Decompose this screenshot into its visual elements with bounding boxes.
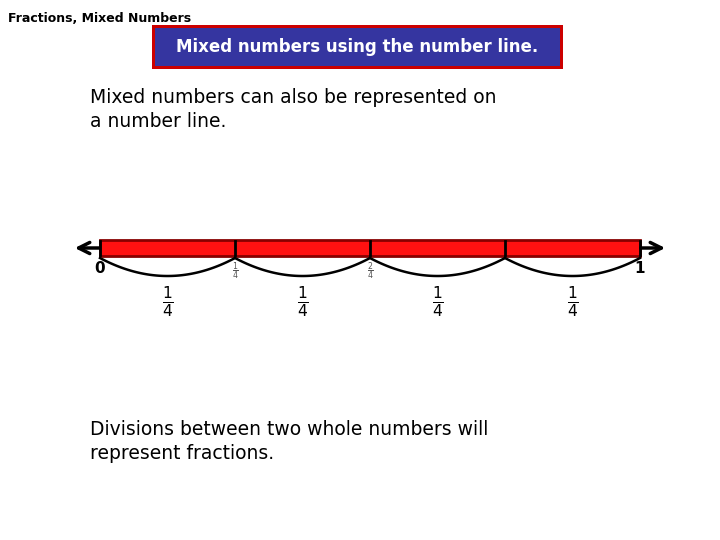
FancyBboxPatch shape <box>152 25 563 69</box>
Text: $\frac{1}{4}$: $\frac{1}{4}$ <box>567 284 578 319</box>
Bar <box>100 240 640 256</box>
Text: 0: 0 <box>95 261 105 276</box>
Text: Divisions between two whole numbers will: Divisions between two whole numbers will <box>90 420 488 439</box>
Text: $\frac{1}{4}$: $\frac{1}{4}$ <box>232 261 238 282</box>
Text: $\frac{1}{4}$: $\frac{1}{4}$ <box>431 284 444 319</box>
Text: $\frac{1}{4}$: $\frac{1}{4}$ <box>297 284 308 319</box>
Text: a number line.: a number line. <box>90 112 226 131</box>
Text: $\frac{1}{4}$: $\frac{1}{4}$ <box>161 284 174 319</box>
FancyBboxPatch shape <box>155 28 560 66</box>
Text: Mixed numbers can also be represented on: Mixed numbers can also be represented on <box>90 88 497 107</box>
Text: Mixed numbers using the number line.: Mixed numbers using the number line. <box>176 38 539 56</box>
Text: represent fractions.: represent fractions. <box>90 444 274 463</box>
Text: Fractions, Mixed Numbers: Fractions, Mixed Numbers <box>8 12 191 25</box>
Text: $\frac{2}{4}$: $\frac{2}{4}$ <box>366 261 374 282</box>
Text: 1: 1 <box>635 261 645 276</box>
